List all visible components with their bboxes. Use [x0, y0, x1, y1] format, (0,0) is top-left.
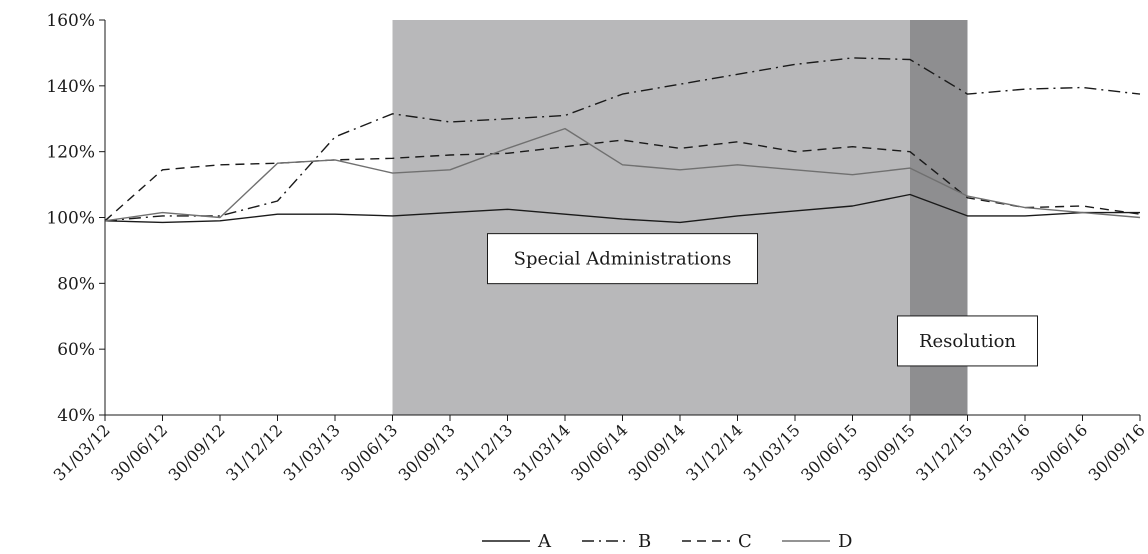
legend-label-C: C [738, 531, 752, 552]
y-tick-label: 40% [57, 406, 95, 426]
series-line-B [104, 57, 1141, 222]
x-tick-label: 31/03/13 [280, 420, 344, 484]
x-tick-label: 31/12/13 [452, 420, 516, 484]
x-tick-label: 31/12/12 [222, 420, 286, 484]
annotation-0: Special Administrations [487, 233, 758, 285]
annotation-box [487, 233, 758, 285]
x-tick-label: 30/09/16 [1085, 420, 1148, 484]
x-tick-label: 30/09/15 [855, 420, 919, 484]
x-tick-label: 31/12/15 [912, 420, 976, 484]
x-tick-label: 31/03/15 [740, 420, 804, 484]
x-tick-label: 30/09/13 [395, 420, 459, 484]
legend-label-B: B [638, 531, 651, 552]
y-tick-label: 60% [57, 340, 95, 360]
x-tick-label: 30/09/12 [165, 420, 229, 484]
y-tick-label: 140% [46, 77, 95, 97]
legend-label-D: D [838, 531, 852, 552]
x-tick-label: 31/03/14 [510, 420, 574, 484]
x-tick-label: 30/06/12 [107, 420, 171, 484]
series-line-C [104, 139, 1141, 222]
series-line-D [104, 127, 1141, 222]
shaded-periods [392, 20, 968, 415]
legend: A B C D [482, 531, 852, 552]
annotation-boxes: Special Administrations Resolution [487, 233, 1038, 367]
x-tick-label: 30/06/16 [1027, 420, 1091, 484]
x-tick-label: 30/09/14 [625, 420, 689, 484]
x-tick-label: 31/12/14 [682, 420, 746, 484]
annotation-label: Resolution [919, 331, 1016, 352]
annotation-box [897, 315, 1038, 367]
x-tick-label: 30/06/15 [797, 420, 861, 484]
x-tick-label: 31/03/12 [50, 420, 114, 484]
y-tick-label: 160% [46, 11, 95, 31]
series-line-A [104, 193, 1140, 224]
annotation-label: Special Administrations [514, 249, 732, 270]
y-tick-label: 100% [46, 209, 95, 229]
x-tick-label: 30/06/13 [337, 420, 401, 484]
y-tick-label: 120% [46, 143, 95, 163]
series-lines [104, 57, 1141, 224]
annotation-1: Resolution [897, 315, 1038, 367]
y-tick-label: 80% [57, 274, 95, 294]
legend-label-A: A [537, 531, 552, 552]
shaded-period-0 [392, 20, 910, 415]
x-tick-label: 30/06/14 [567, 420, 631, 484]
x-tick-label: 31/03/16 [970, 420, 1034, 484]
